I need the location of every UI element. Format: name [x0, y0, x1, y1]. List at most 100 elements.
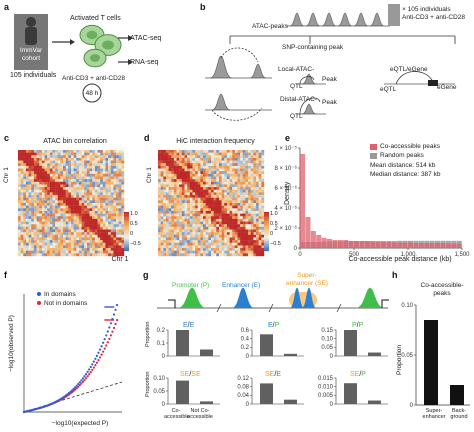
d-cell: [213, 218, 217, 222]
c-cell: [113, 221, 117, 225]
c-cell: [60, 197, 64, 201]
c-cell: [84, 216, 88, 220]
f-ylabel: −log10(observed P): [8, 315, 15, 372]
d-cell: [240, 245, 243, 249]
c-cell: [105, 157, 109, 161]
d-cell: [195, 208, 198, 212]
c-cell: [31, 176, 35, 180]
c-cell: [60, 181, 64, 185]
c-cell: [78, 163, 82, 167]
d-colorbar-seg: [264, 236, 269, 239]
c-cell: [33, 192, 37, 196]
c-cell: [100, 192, 103, 196]
c-cell: [18, 179, 21, 182]
c-cell: [113, 155, 117, 159]
d-cell: [160, 184, 164, 188]
c-cell: [31, 197, 35, 201]
d-cell: [184, 171, 188, 175]
d-cell: [203, 197, 206, 201]
d-cell: [203, 205, 206, 209]
d-cell: [187, 213, 190, 217]
c-cell: [86, 210, 90, 214]
d-colorbar-seg: [264, 227, 269, 229]
c-cell: [76, 160, 80, 164]
d-cell: [171, 237, 175, 241]
d-cell: [158, 248, 161, 251]
c-cell: [121, 237, 125, 241]
c-cell: [18, 229, 21, 233]
d-cell: [226, 197, 230, 201]
c-cell: [71, 197, 74, 201]
d-cell: [184, 173, 188, 177]
d-cell: [248, 168, 251, 172]
f-in-point-53: [105, 334, 108, 337]
c-cell: [18, 171, 21, 175]
c-cell: [81, 176, 85, 180]
c-cell: [20, 160, 24, 164]
c-cell: [25, 173, 29, 177]
e-ylabel: Density: [284, 181, 291, 205]
c-cell: [84, 253, 88, 257]
d-cell: [197, 248, 201, 251]
c-cell: [65, 210, 69, 214]
c-cell: [71, 226, 74, 230]
c-cell: [39, 205, 43, 209]
c-cell: [68, 155, 72, 159]
c-cell: [20, 224, 24, 228]
c-cell: [33, 155, 37, 159]
d-cell: [213, 152, 217, 156]
c-cell: [121, 173, 125, 177]
c-cell: [41, 253, 45, 257]
c-cell: [105, 224, 109, 228]
atac-peak-4: [353, 12, 369, 27]
d-cell: [197, 160, 201, 164]
d-cell: [234, 234, 238, 238]
c-cell: [23, 218, 27, 222]
c-cell: [110, 221, 114, 225]
d-cell: [200, 245, 204, 249]
d-cell: [184, 192, 188, 196]
c-cell: [89, 216, 93, 220]
d-cell: [213, 232, 217, 235]
d-cell: [208, 173, 212, 177]
f-notin-point-42: [88, 373, 91, 376]
d-cell: [211, 234, 214, 238]
d-cell: [248, 192, 251, 196]
d-cell: [197, 192, 201, 196]
c-cell: [57, 234, 61, 238]
f-in-point-54: [106, 330, 109, 333]
d-cell: [160, 171, 164, 175]
c-cell: [108, 160, 111, 164]
d-cell: [237, 176, 241, 180]
d-cell: [248, 253, 251, 257]
c-cell: [65, 203, 69, 206]
c-cell: [116, 192, 119, 196]
d-cell: [208, 189, 212, 193]
c-cell: [49, 205, 53, 209]
e-bar-coacc-9: [348, 241, 354, 248]
c-cell: [81, 234, 85, 238]
d-cell: [234, 192, 238, 196]
c-cell: [39, 226, 43, 230]
c-cell: [94, 163, 98, 167]
c-cell: [49, 208, 53, 212]
d-cell: [208, 237, 212, 241]
c-cell: [116, 218, 119, 222]
d-cell: [232, 155, 236, 159]
c-cell: [92, 248, 96, 251]
c-cell: [57, 171, 61, 175]
c-colorbar-seg: [124, 236, 129, 239]
d-cell: [248, 208, 251, 212]
c-cell: [28, 240, 32, 243]
c-cell: [92, 205, 96, 209]
d-cell: [261, 187, 265, 190]
d-cell: [158, 232, 161, 235]
c-cell: [41, 216, 45, 220]
d-cell: [176, 168, 180, 172]
c-cell: [71, 240, 74, 243]
e-ytick-label-0: 0: [294, 246, 298, 252]
d-cell: [158, 240, 161, 243]
d-cell: [179, 181, 183, 185]
d-cell: [205, 240, 209, 243]
distal-arrow: [299, 97, 321, 115]
